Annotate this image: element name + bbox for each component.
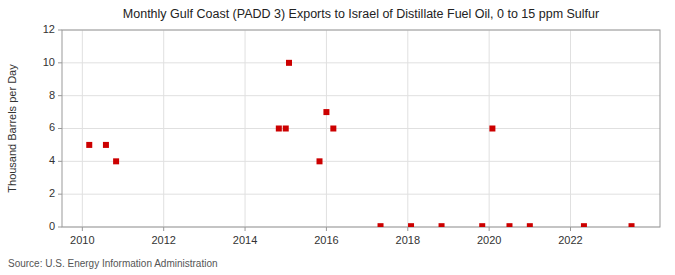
plot-area [62, 30, 660, 227]
point [323, 109, 329, 115]
tick-mark [58, 95, 62, 96]
point [86, 142, 92, 148]
tick-label: 2018 [396, 234, 420, 246]
background [0, 0, 675, 275]
grid-line [245, 30, 246, 227]
point [330, 126, 336, 132]
point [629, 223, 635, 227]
points [86, 60, 634, 227]
point [286, 60, 292, 66]
tick-label: 2016 [314, 234, 338, 246]
point [276, 126, 282, 132]
grid-line [570, 30, 571, 227]
y-axis-label: Thousand Barrels per Day [6, 64, 18, 193]
tick-mark [58, 30, 62, 31]
grid [62, 30, 660, 227]
tick-label: 8 [49, 89, 55, 101]
tick-mark [58, 62, 62, 63]
point [283, 126, 289, 132]
tick-mark [326, 227, 327, 231]
point [317, 158, 323, 164]
point [489, 126, 495, 132]
grid-line [326, 30, 327, 227]
tick-label: 2020 [477, 234, 501, 246]
tick-mark [245, 227, 246, 231]
point [378, 223, 384, 227]
tick-label: 2014 [233, 234, 257, 246]
tick-mark [58, 227, 62, 228]
tick-mark [58, 194, 62, 195]
point [408, 223, 414, 227]
tick-label: 4 [49, 154, 55, 166]
point [439, 223, 445, 227]
point [103, 142, 109, 148]
tick-mark [489, 227, 490, 231]
tick-mark [58, 128, 62, 129]
source-note: Source: U.S. Energy Information Administ… [8, 258, 218, 269]
grid-line [163, 30, 164, 227]
y-axis: 0 2 4 6 8 10 12 [43, 23, 62, 232]
point [479, 223, 485, 227]
grid-line [407, 30, 408, 227]
tick-label: 12 [43, 23, 55, 35]
tick-label: 2010 [70, 234, 94, 246]
tick-label: 2012 [151, 234, 175, 246]
tick-label: 2 [49, 187, 55, 199]
point [506, 223, 512, 227]
tick-label: 2022 [558, 234, 582, 246]
chart: 0 2 4 6 8 10 12 2010 2012 2014 2016 2018 2020 2022 Tho… [0, 0, 675, 275]
tick-mark [82, 227, 83, 231]
tick-mark [407, 227, 408, 231]
plot-frame [62, 30, 660, 227]
page: {"chart_data": {"type": "scatter", "titl… [0, 0, 675, 275]
tick-label: 6 [49, 121, 55, 133]
title: Monthly Gulf Coast (PADD 3) Exports to I… [123, 7, 599, 21]
point [113, 158, 119, 164]
tick-mark [163, 227, 164, 231]
tick-mark [570, 227, 571, 231]
point [581, 223, 587, 227]
point [527, 223, 533, 227]
grid-line [82, 30, 83, 227]
x-axis: 2010 2012 2014 2016 2018 2020 2022 [70, 227, 583, 246]
tick-mark [58, 161, 62, 162]
tick-label: 10 [43, 56, 55, 68]
tick-label: 0 [49, 220, 55, 232]
